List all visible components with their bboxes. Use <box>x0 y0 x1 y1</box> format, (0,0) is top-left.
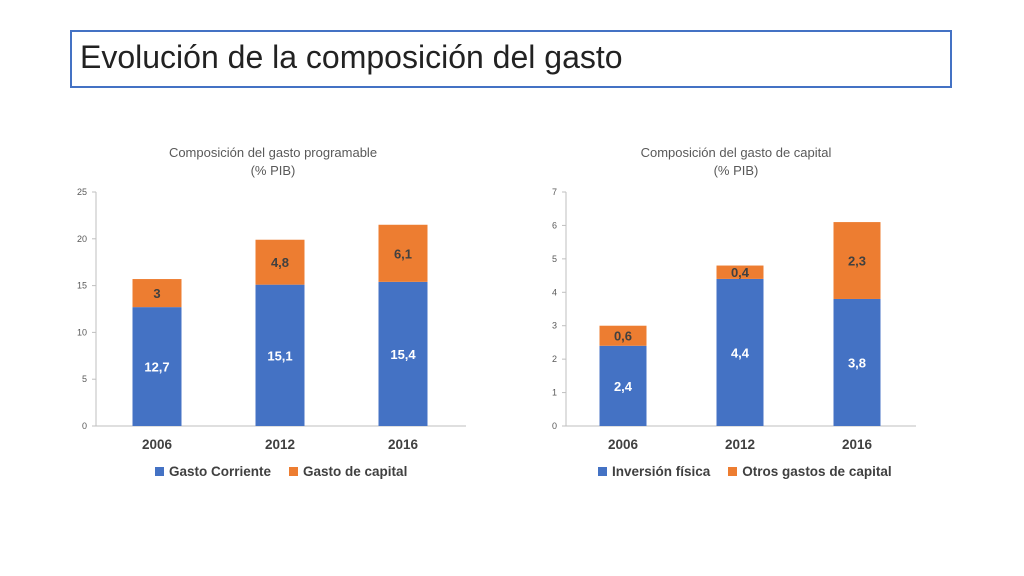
chart-2-x-tick-label: 2006 <box>608 437 639 452</box>
chart-2-y-tick-label: 0 <box>552 421 557 431</box>
chart-2-data-label: 2,3 <box>848 254 866 269</box>
chart-1-bar-bottom-2016 <box>378 281 428 426</box>
chart-1-x-tick-label: 2016 <box>388 437 419 452</box>
chart-1-x-tick-label: 2006 <box>142 437 173 452</box>
chart-2-data-label: 4,4 <box>731 345 750 360</box>
chart-1-subtitle: (% PIB) <box>251 163 296 178</box>
chart-2-title: Composición del gasto de capital <box>641 145 832 160</box>
chart-1-bar-top-2012 <box>255 239 305 285</box>
legend-item-inversion-fisica: Inversión física <box>598 464 710 479</box>
chart-1-data-label: 6,1 <box>394 246 412 261</box>
chart-2-bar-top-2006 <box>599 325 647 346</box>
legend-swatch-otros-gastos-de-capital <box>728 467 738 476</box>
chart-2-y-tick-label: 6 <box>552 220 557 230</box>
chart-1-data-label: 15,1 <box>267 348 292 363</box>
legend-label-gasto-corriente: Gasto Corriente <box>169 464 272 479</box>
chart-1-y-tick-label: 25 <box>77 187 87 197</box>
chart-1-bar-bottom-2012 <box>255 284 305 426</box>
chart-1-data-label: 4,8 <box>271 255 289 270</box>
legend-label-otros-gastos-de-capital: Otros gastos de capital <box>742 464 892 479</box>
chart-2-y-tick-label: 2 <box>552 354 557 364</box>
chart-2-y-tick-label: 7 <box>552 187 557 197</box>
chart-2-data-label: 0,6 <box>614 329 632 344</box>
chart-1-y-tick-label: 0 <box>82 421 87 431</box>
chart-2-y-tick-label: 3 <box>552 321 557 331</box>
legend-label-gasto-de-capital: Gasto de capital <box>303 464 408 479</box>
chart-2-data-label: 0,4 <box>731 265 750 280</box>
legend-chart-1: Gasto Corriente Gasto de capital <box>155 464 407 479</box>
chart-1-data-label: 3 <box>153 286 160 301</box>
chart-2-data-label: 2,4 <box>614 379 633 394</box>
chart-2-x-tick-label: 2016 <box>842 437 873 452</box>
chart-2-data-label: 3,8 <box>848 355 866 370</box>
chart-1-y-tick-label: 10 <box>77 327 87 337</box>
legend-swatch-gasto-corriente <box>155 467 164 476</box>
chart-1-bar-top-2016 <box>378 224 428 282</box>
chart-2-y-tick-label: 5 <box>552 254 557 264</box>
chart-2-bar-bottom-2016 <box>833 298 881 426</box>
chart-2-bar-top-2016 <box>833 222 881 299</box>
chart-1-data-label: 12,7 <box>144 360 169 375</box>
chart-1-x-tick-label: 2012 <box>265 437 295 452</box>
chart-2-subtitle: (% PIB) <box>714 163 759 178</box>
slide-title: Evolución de la composición del gasto <box>80 39 623 75</box>
chart-1-data-label: 15,4 <box>390 347 416 362</box>
chart-2-y-tick-label: 4 <box>552 287 557 297</box>
legend-swatch-gasto-de-capital <box>289 467 299 476</box>
chart-2-bar-bottom-2006 <box>599 345 647 426</box>
chart-1-title: Composición del gasto programable <box>169 145 377 160</box>
chart-1-bar-top-2006 <box>132 279 182 308</box>
chart-2-x-tick-label: 2012 <box>725 437 755 452</box>
chart-2-y-tick-label: 1 <box>552 388 557 398</box>
chart-1-y-tick-label: 5 <box>82 374 87 384</box>
chart-1-y-tick-label: 20 <box>77 234 87 244</box>
chart-1-bar-bottom-2006 <box>132 307 182 426</box>
legend-swatch-inversion-fisica <box>598 467 607 476</box>
legend-item-gasto-corriente: Gasto Corriente <box>155 464 271 479</box>
slide-title-box: Evolución de la composición del gasto <box>70 30 952 88</box>
chart-2-bar-bottom-2012 <box>716 278 764 426</box>
chart-2-bar-top-2012 <box>716 265 764 279</box>
legend-chart-2: Inversión física Otros gastos de capital <box>598 464 892 479</box>
legend-item-otros-gastos-de-capital: Otros gastos de capital <box>728 464 892 479</box>
legend-item-gasto-de-capital: Gasto de capital <box>289 464 407 479</box>
chart-1-y-tick-label: 15 <box>77 281 87 291</box>
legend-label-inversion-fisica: Inversión física <box>612 464 711 479</box>
